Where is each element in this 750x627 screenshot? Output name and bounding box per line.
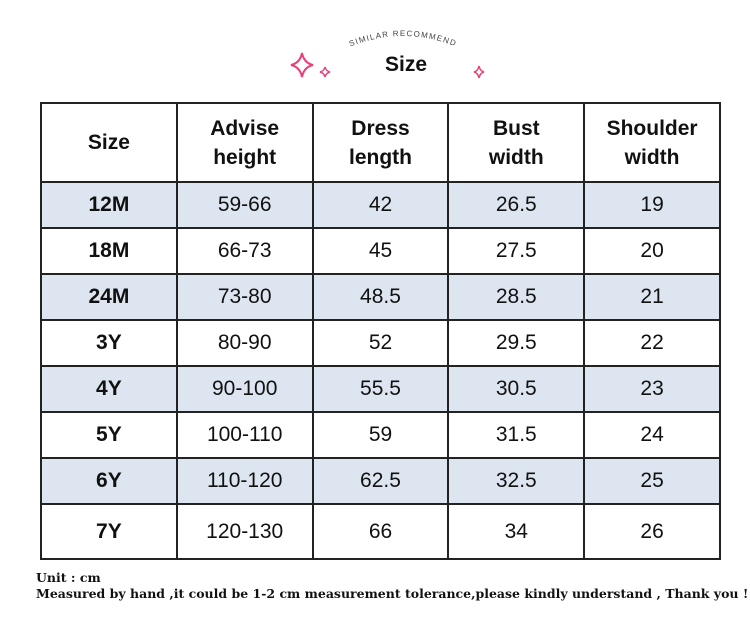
- value-cell: 66-73: [175, 227, 314, 275]
- value-cell: 26.5: [447, 181, 586, 229]
- value-cell: 34: [447, 503, 586, 560]
- value-cell: 30.5: [447, 365, 586, 413]
- size-cell: 12M: [40, 181, 178, 229]
- value-cell: 59: [311, 411, 450, 459]
- column-header: Shoulder width: [583, 102, 721, 183]
- value-cell: 25: [583, 457, 721, 505]
- unit-note: Unit : cm: [36, 570, 101, 585]
- size-cell: 6Y: [40, 457, 178, 505]
- value-cell: 24: [583, 411, 721, 459]
- value-cell: 90-100: [175, 365, 314, 413]
- value-cell: 48.5: [311, 273, 450, 321]
- subtitle: SIMILAR RECOMMEND: [348, 29, 458, 48]
- value-cell: 28.5: [447, 273, 586, 321]
- table-row: 3Y 80-90 52 29.5 22: [40, 319, 721, 367]
- size-cell: 4Y: [40, 365, 178, 413]
- value-cell: 42: [311, 181, 450, 229]
- value-cell: 80-90: [175, 319, 314, 367]
- value-cell: 55.5: [311, 365, 450, 413]
- sparkle: [290, 52, 314, 78]
- table-row: 12M 59-66 42 26.5 19: [40, 181, 721, 229]
- column-header: Size: [40, 102, 178, 183]
- size-cell: 7Y: [40, 503, 178, 560]
- value-cell: 73-80: [175, 273, 314, 321]
- column-header: Advise height: [175, 102, 314, 183]
- size-cell: 3Y: [40, 319, 178, 367]
- size-cell: 18M: [40, 227, 178, 275]
- table-row: 4Y 90-100 55.5 30.5 23: [40, 365, 721, 413]
- size-table: Size Advise height Dress length Bust width S…: [40, 102, 721, 560]
- value-cell: 27.5: [447, 227, 586, 275]
- value-cell: 23: [583, 365, 721, 413]
- value-cell: 31.5: [447, 411, 586, 459]
- value-cell: 20: [583, 227, 721, 275]
- value-cell: 110-120: [175, 457, 314, 505]
- value-cell: 32.5: [447, 457, 586, 505]
- column-header: Bust width: [447, 102, 586, 183]
- value-cell: 19: [583, 181, 721, 229]
- value-cell: 100-110: [175, 411, 314, 459]
- table-row: 18M 66-73 45 27.5 20: [40, 227, 721, 275]
- title: Size: [385, 53, 427, 76]
- value-cell: 62.5: [311, 457, 450, 505]
- value-cell: 26: [583, 503, 721, 560]
- table-row: 24M 73-80 48.5 28.5 21: [40, 273, 721, 321]
- sparkle: [473, 65, 485, 79]
- sparkle: [319, 66, 331, 78]
- header-row: Size Advise height Dress length Bust width S…: [40, 102, 721, 183]
- table-row: 6Y 110-120 62.5 32.5 25: [40, 457, 721, 505]
- value-cell: 22: [583, 319, 721, 367]
- value-cell: 45: [311, 227, 450, 275]
- table-row: 5Y 100-110 59 31.5 24: [40, 411, 721, 459]
- size-cell: 5Y: [40, 411, 178, 459]
- value-cell: 29.5: [447, 319, 586, 367]
- value-cell: 59-66: [175, 181, 314, 229]
- header: SIMILAR RECOMMEND Size: [290, 29, 485, 79]
- table-row: 7Y 120-130 66 34 26: [40, 503, 721, 560]
- value-cell: 66: [311, 503, 450, 560]
- value-cell: 21: [583, 273, 721, 321]
- value-cell: 52: [311, 319, 450, 367]
- column-header: Dress length: [311, 102, 450, 183]
- size-cell: 24M: [40, 273, 178, 321]
- subtitle-text: SIMILAR RECOMMEND: [348, 29, 457, 48]
- value-cell: 120-130: [175, 503, 314, 560]
- tolerance-note: Measured by hand ,it could be 1-2 cm mea…: [36, 586, 749, 601]
